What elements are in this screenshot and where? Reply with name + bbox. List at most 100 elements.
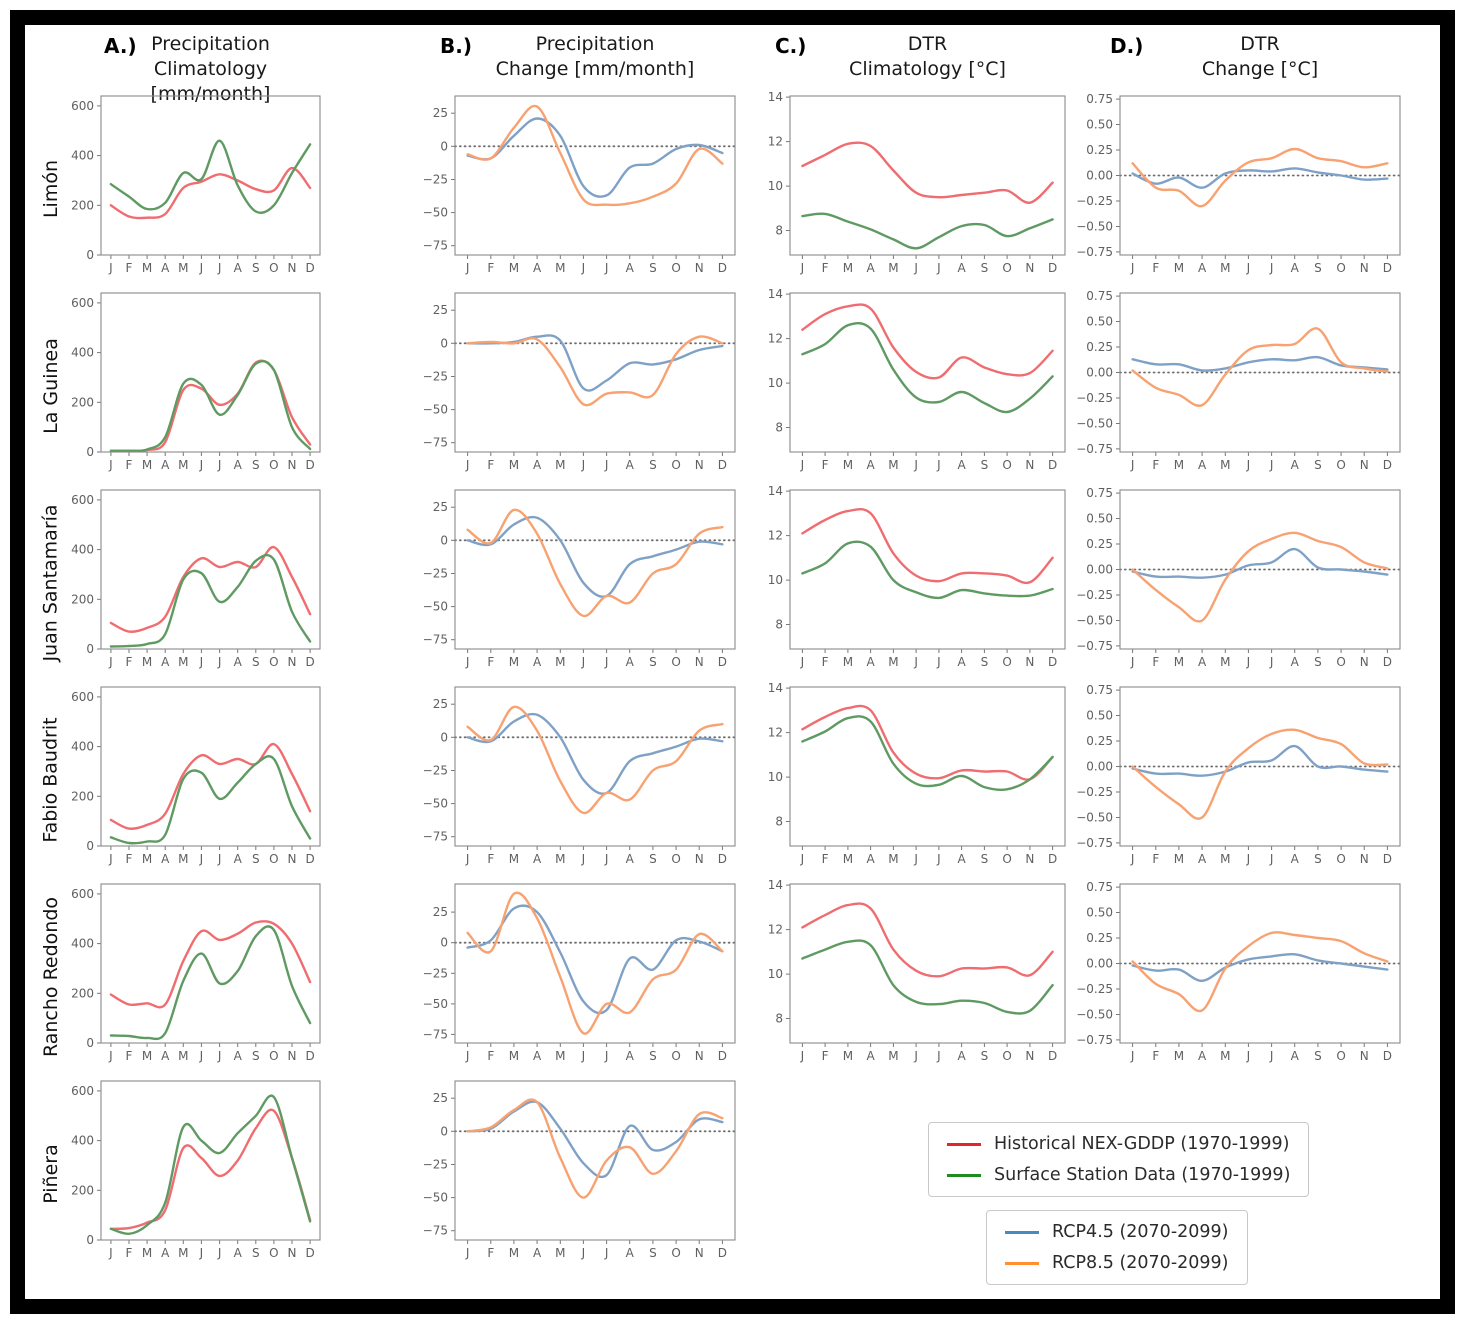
svg-text:400: 400	[71, 543, 94, 557]
svg-text:J: J	[465, 852, 470, 866]
svg-text:0.75: 0.75	[1086, 880, 1113, 894]
chart-rancho-redondo-D: 0.750.500.250.00−0.25−0.50−0.75J F M A M J J A S…	[1076, 880, 1401, 1063]
svg-text:A: A	[626, 1049, 635, 1063]
svg-text:0.25: 0.25	[1086, 931, 1113, 945]
svg-text:M: M	[509, 1049, 519, 1063]
svg-text:J: J	[913, 852, 918, 866]
chart-cell-rancho-redondo-C: 14 12 10 8 J F M A M J J A S O N D	[765, 878, 1100, 1075]
svg-text:−25: −25	[423, 173, 448, 187]
svg-text:O: O	[1002, 1049, 1011, 1063]
svg-text:O: O	[269, 655, 278, 669]
svg-text:J: J	[199, 458, 204, 472]
svg-text:J: J	[217, 1049, 222, 1063]
chart-cell-limon-B: 25 0 −25 −50 −75 J F M A M J J A S O N D	[423, 90, 765, 287]
chart-cell-limon-A: 600 400 200 0 J F M A M J J A S O N D	[71, 90, 430, 287]
svg-text:12: 12	[768, 332, 783, 346]
svg-text:0.25: 0.25	[1086, 734, 1113, 748]
svg-text:J: J	[581, 852, 586, 866]
svg-text:A: A	[161, 655, 170, 669]
svg-text:A: A	[234, 458, 243, 472]
svg-text:0.50: 0.50	[1086, 118, 1113, 132]
column-title-line: DTR	[907, 33, 948, 55]
svg-text:−50: −50	[423, 403, 448, 417]
svg-text:−50: −50	[423, 600, 448, 614]
svg-text:25: 25	[433, 905, 448, 919]
svg-text:−0.25: −0.25	[1076, 785, 1113, 799]
chart-cell-juan-santamaria-C: 14 12 10 8 J F M A M J J A S O N D	[765, 484, 1100, 681]
svg-text:J: J	[800, 655, 805, 669]
svg-text:D: D	[718, 852, 727, 866]
svg-text:F: F	[126, 261, 133, 275]
svg-text:F: F	[487, 261, 494, 275]
svg-text:A: A	[161, 852, 170, 866]
svg-text:J: J	[913, 1049, 918, 1063]
svg-text:D: D	[1383, 852, 1392, 866]
svg-text:200: 200	[71, 592, 94, 606]
svg-text:14: 14	[768, 287, 783, 301]
svg-text:12: 12	[768, 135, 783, 149]
svg-text:J: J	[1130, 261, 1135, 275]
svg-text:J: J	[800, 261, 805, 275]
svg-text:25: 25	[433, 500, 448, 514]
svg-text:J: J	[604, 852, 609, 866]
column-title-d: DTR Change [°C]	[1120, 32, 1400, 82]
svg-text:N: N	[695, 261, 704, 275]
svg-text:N: N	[1025, 458, 1034, 472]
svg-text:200: 200	[71, 1183, 94, 1197]
svg-text:J: J	[604, 458, 609, 472]
svg-text:−0.50: −0.50	[1076, 614, 1113, 628]
svg-text:−50: −50	[423, 1191, 448, 1205]
svg-text:J: J	[913, 261, 918, 275]
svg-text:O: O	[1336, 1049, 1345, 1063]
svg-text:O: O	[671, 655, 680, 669]
svg-text:M: M	[843, 655, 853, 669]
svg-text:D: D	[718, 655, 727, 669]
svg-text:N: N	[1360, 261, 1369, 275]
svg-text:F: F	[1152, 261, 1159, 275]
column-title-c: DTR Climatology [°C]	[790, 32, 1065, 82]
svg-text:A: A	[161, 261, 170, 275]
svg-text:400: 400	[71, 149, 94, 163]
svg-text:J: J	[465, 655, 470, 669]
svg-text:0: 0	[86, 839, 94, 853]
svg-text:0.75: 0.75	[1086, 92, 1113, 106]
svg-text:F: F	[126, 1246, 133, 1260]
chart-cell-la-guinea-C: 14 12 10 8 J F M A M J J A S O N D	[765, 287, 1100, 484]
svg-text:D: D	[305, 1049, 314, 1063]
svg-text:M: M	[888, 1049, 898, 1063]
svg-text:A: A	[234, 1049, 243, 1063]
svg-text:F: F	[1152, 458, 1159, 472]
svg-text:M: M	[1220, 458, 1230, 472]
svg-text:F: F	[822, 852, 829, 866]
column-title-line: Precipitation	[151, 33, 270, 55]
svg-text:25: 25	[433, 106, 448, 120]
svg-text:O: O	[269, 458, 278, 472]
svg-text:M: M	[1174, 1049, 1184, 1063]
svg-text:A: A	[626, 261, 635, 275]
svg-text:0.00: 0.00	[1086, 169, 1113, 183]
svg-text:25: 25	[433, 303, 448, 317]
svg-text:A: A	[957, 1049, 966, 1063]
svg-text:J: J	[913, 655, 918, 669]
svg-text:8: 8	[775, 421, 783, 435]
svg-text:J: J	[913, 458, 918, 472]
chart-cell-limon-D: 0.75 0.50 0.25 0.00 −0.25 −0.50 −0.75 J F M A M J J A S…	[1076, 90, 1440, 287]
svg-text:N: N	[1360, 852, 1369, 866]
svg-text:S: S	[1314, 458, 1322, 472]
svg-text:F: F	[487, 1246, 494, 1260]
svg-text:A: A	[234, 261, 243, 275]
svg-text:A: A	[1291, 852, 1300, 866]
svg-text:J: J	[936, 1049, 941, 1063]
svg-text:J: J	[217, 655, 222, 669]
svg-text:−0.25: −0.25	[1076, 588, 1113, 602]
svg-text:S: S	[1314, 1049, 1322, 1063]
svg-text:A: A	[533, 1246, 542, 1260]
svg-text:M: M	[178, 1246, 188, 1260]
svg-text:M: M	[555, 852, 565, 866]
svg-text:J: J	[217, 1246, 222, 1260]
svg-text:A: A	[866, 852, 875, 866]
chart-cell-juan-santamaria-D: 0.75 0.50 0.25 0.00 −0.25 −0.50 −0.75 J F M A M J J A S…	[1076, 484, 1440, 681]
column-header-d: D.) DTR Change [°C]	[1100, 32, 1440, 90]
svg-text:N: N	[695, 1049, 704, 1063]
svg-text:A: A	[234, 1246, 243, 1260]
